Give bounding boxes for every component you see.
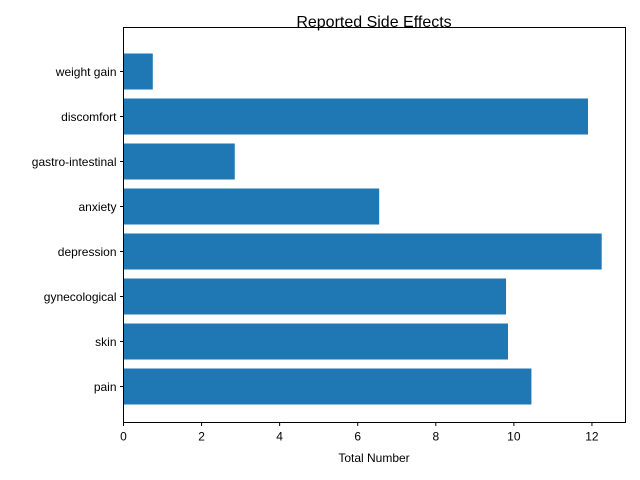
- bars-group: [123, 53, 602, 405]
- x-axis-label: Total Number: [338, 451, 409, 465]
- x-tick-label: 12: [585, 430, 599, 444]
- y-tick-label: depression: [58, 245, 117, 259]
- y-axis: pain skin gynecological depression anxiety ga…: [32, 65, 124, 394]
- y-tick-label: gynecological: [44, 290, 117, 304]
- x-tick-label: 2: [198, 430, 205, 444]
- y-tick-label: anxiety: [78, 200, 116, 214]
- y-tick-label: skin: [95, 335, 116, 349]
- bar-anxiety: [123, 188, 380, 225]
- bar-gynecological: [123, 278, 507, 315]
- y-tick-label: weight gain: [55, 65, 117, 79]
- x-axis: 0 2 4 6 8 10 12: [120, 422, 599, 444]
- chart-title: Reported Side Effects: [296, 14, 451, 31]
- x-tick-label: 10: [507, 430, 521, 444]
- x-tick-label: 0: [120, 430, 127, 444]
- bar-discomfort: [123, 98, 589, 135]
- x-tick-label: 6: [354, 430, 361, 444]
- bar-pain: [123, 368, 532, 405]
- y-tick-label: gastro-intestinal: [32, 155, 117, 169]
- bar-skin: [123, 323, 509, 360]
- x-tick-label: 4: [276, 430, 283, 444]
- bar-weight-gain: [123, 53, 153, 90]
- x-tick-label: 8: [432, 430, 439, 444]
- y-tick-label: pain: [94, 380, 117, 394]
- y-tick-label: discomfort: [61, 110, 117, 124]
- plot-frame: [123, 27, 626, 423]
- bar-gastro-intestinal: [123, 143, 235, 180]
- bar-depression: [123, 233, 602, 270]
